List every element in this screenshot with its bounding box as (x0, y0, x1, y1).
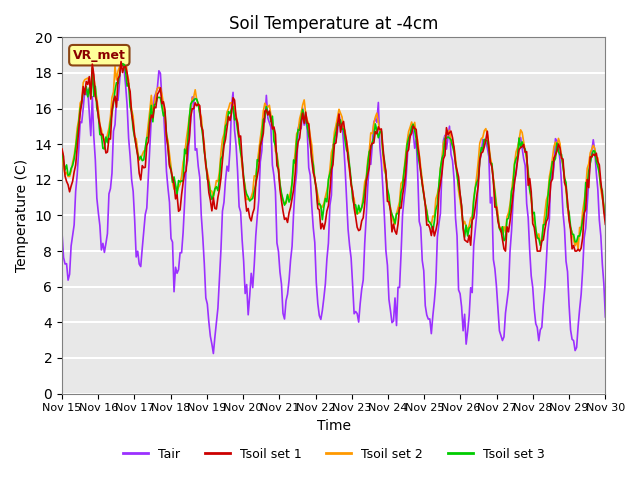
Y-axis label: Temperature (C): Temperature (C) (15, 159, 29, 272)
X-axis label: Time: Time (317, 419, 351, 433)
Legend: Tair, Tsoil set 1, Tsoil set 2, Tsoil set 3: Tair, Tsoil set 1, Tsoil set 2, Tsoil se… (118, 443, 550, 466)
Title: Soil Temperature at -4cm: Soil Temperature at -4cm (229, 15, 438, 33)
Text: VR_met: VR_met (73, 48, 126, 62)
